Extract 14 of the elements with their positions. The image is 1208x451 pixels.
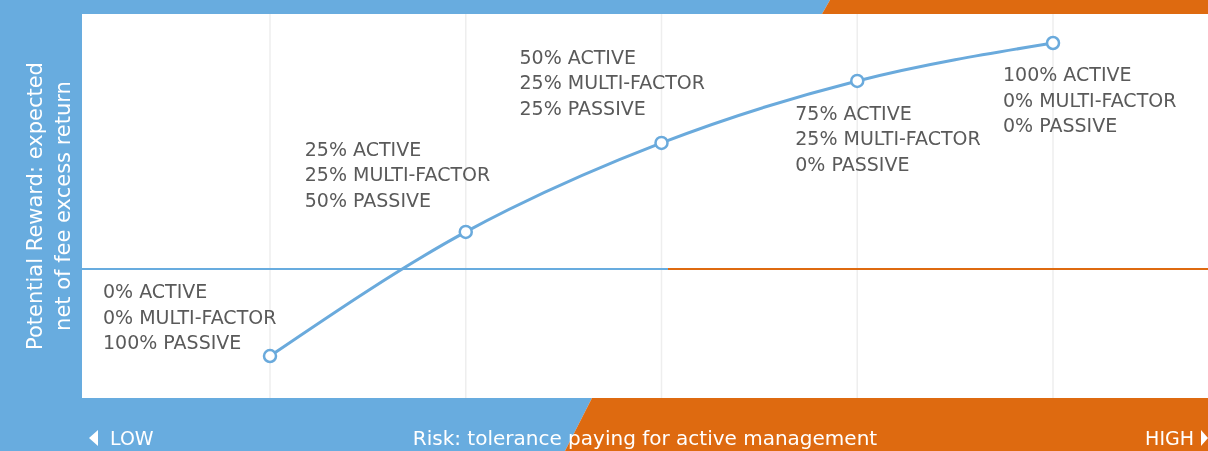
text: LOW: [110, 427, 154, 449]
annotation: 25% ACTIVE 25% MULTI-FACTOR 50% PASSIVE: [304, 137, 491, 211]
point: [850, 73, 865, 89]
text: HIGH: [1145, 427, 1194, 449]
x-axis-title: Risk: tolerance paying for active management: [412, 426, 878, 450]
point: [654, 135, 669, 151]
annotation: 75% ACTIVE 25% MULTI-FACTOR 0% PASSIVE: [795, 101, 981, 175]
point: [458, 224, 473, 240]
annotation: 50% ACTIVE 25% MULTI-FACTOR 25% PASSIVE: [519, 45, 705, 119]
annotation: 100% ACTIVE 0% MULTI-FACTOR 0% PASSIVE: [1003, 63, 1177, 136]
annotation: 0% ACTIVE 0% MULTI-FACTOR 100% PASSIVE: [103, 280, 277, 354]
point: [262, 348, 278, 364]
y-axis-title: Potential Reward: expected net of fee excess return: [23, 62, 75, 350]
point: [1045, 35, 1061, 51]
